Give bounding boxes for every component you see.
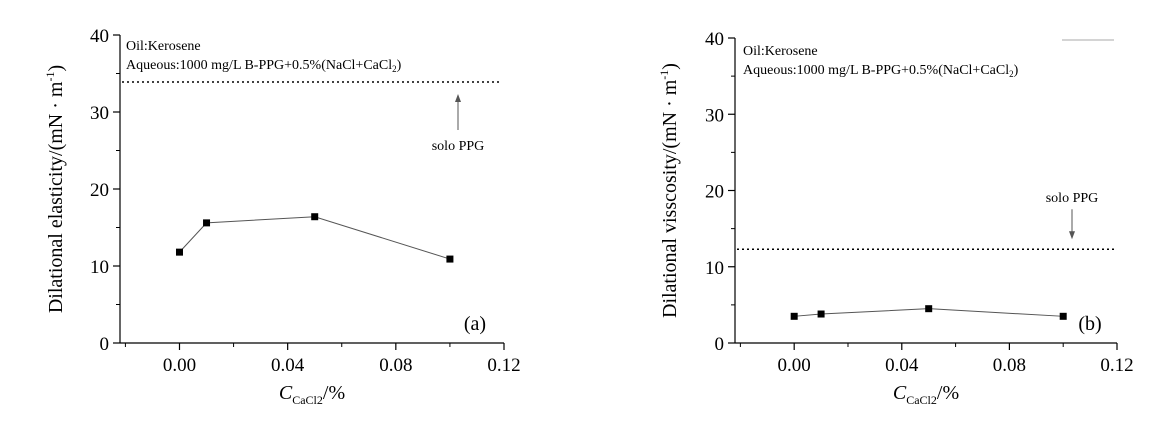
- x-tick-label: 0.12: [1100, 355, 1133, 376]
- series-line: [179, 216, 451, 260]
- chart-panel-a: 0 10 20 30 40 0.00 0.04 0.08 0.12 Dilational elas…: [43, 26, 521, 407]
- y-tick-label: 0: [100, 334, 110, 355]
- annotation-aqueous: Aqueous:1000 mg/L B-PPG+0.5%(NaCl+CaCl2): [126, 58, 402, 74]
- x-axis-title-sub: CaCl2: [906, 393, 937, 407]
- arrow-head-icon: [455, 93, 461, 102]
- annotation-oil: Oil:Kerosene: [743, 44, 818, 59]
- x-axis-title: CCaCl2/%: [893, 382, 959, 407]
- x-tick-label: 0.04: [885, 355, 919, 376]
- annotation-aqueous-text: Aqueous:1000 mg/L B-PPG+0.5%(NaCl+CaCl: [126, 58, 392, 73]
- y-tick-label: 10: [705, 258, 724, 279]
- annotation-aqueous-close: ): [1014, 63, 1019, 78]
- y-tick-label: 10: [90, 257, 109, 278]
- y-tick-label: 40: [705, 29, 724, 50]
- data-point: [446, 255, 454, 263]
- data-point: [311, 213, 319, 221]
- y-axis-title: Dilational visscosity/(mN · m-1): [657, 63, 681, 318]
- x-tick-label: 0.00: [778, 355, 811, 376]
- x-axis-title-unit: /%: [323, 382, 345, 404]
- data-point: [925, 305, 933, 313]
- y-tick-label: 30: [705, 105, 724, 126]
- x-axis-title-sub: CaCl2: [292, 393, 323, 407]
- y-axis-title-sup: -1: [657, 70, 671, 80]
- y-axis-title-close: ): [45, 65, 67, 72]
- annotation-aqueous-text: Aqueous:1000 mg/L B-PPG+0.5%(NaCl+CaCl: [743, 63, 1009, 78]
- x-tick-label: 0.00: [163, 355, 196, 376]
- x-tick-label: 0.12: [487, 355, 520, 376]
- x-tick-label: 0.08: [379, 355, 412, 376]
- y-tick-label: 20: [705, 182, 724, 203]
- y-axis-title-text: Dilational elasticity/(mN · m: [45, 81, 67, 313]
- x-axis-title-var: C: [893, 382, 907, 404]
- x-tick-label: 0.08: [993, 355, 1026, 376]
- reference-line-label: solo PPG: [432, 139, 485, 154]
- chart-panel-b: 0 10 20 30 40 0.00 0.04 0.08 0.12 Dilational viss…: [657, 29, 1134, 407]
- y-axis-title-close: ): [659, 63, 681, 70]
- y-tick-label: 30: [90, 103, 109, 124]
- annotation-aqueous-sub: 2: [392, 64, 397, 74]
- y-tick-label: 40: [90, 26, 109, 47]
- data-point: [817, 310, 825, 318]
- data-point: [790, 312, 798, 320]
- y-axis-title: Dilational elasticity/(mN · m-1): [43, 65, 67, 313]
- annotation-oil: Oil:Kerosene: [126, 39, 201, 54]
- annotation-aqueous-sub: 2: [1009, 69, 1014, 79]
- annotation-aqueous: Aqueous:1000 mg/L B-PPG+0.5%(NaCl+CaCl2): [743, 63, 1019, 79]
- x-axis-title-var: C: [279, 382, 293, 404]
- arrow-head-icon: [1069, 231, 1075, 240]
- data-point: [1059, 312, 1067, 320]
- x-tick-label: 0.04: [271, 355, 305, 376]
- x-axis-title-unit: /%: [937, 382, 959, 404]
- y-tick-label: 0: [715, 334, 725, 355]
- reference-line-label: solo PPG: [1046, 191, 1099, 206]
- data-point: [203, 219, 211, 227]
- annotation-aqueous-close: ): [397, 58, 402, 73]
- y-axis-title-sup: -1: [43, 72, 57, 82]
- data-point: [175, 248, 183, 256]
- series-line: [794, 308, 1064, 317]
- y-tick-label: 20: [90, 180, 109, 201]
- x-axis-title: CCaCl2/%: [279, 382, 345, 407]
- panel-label: (b): [1078, 313, 1101, 335]
- y-axis-title-text: Dilational visscosity/(mN · m: [659, 79, 681, 318]
- panel-label: (a): [464, 313, 486, 335]
